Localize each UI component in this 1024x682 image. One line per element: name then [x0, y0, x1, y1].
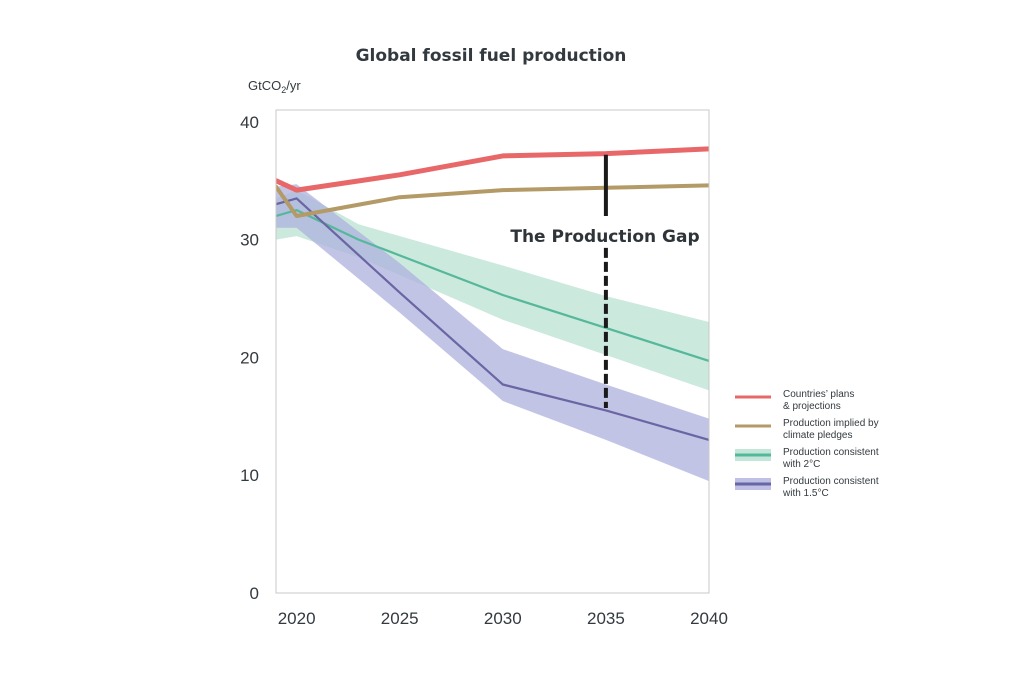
series-line-c15	[276, 197, 709, 441]
y-tick-label: 20	[240, 348, 259, 367]
x-tick-label: 2040	[690, 609, 728, 628]
y-axis-unit-suffix: /yr	[286, 78, 301, 93]
band-c15	[276, 184, 709, 482]
y-axis-unit-label: GtCO2/yr	[248, 78, 301, 95]
y-tick-label: 30	[240, 231, 259, 250]
series-line-plans	[276, 146, 709, 193]
legend-label: climate pledges	[783, 430, 852, 441]
series-line-pledges	[276, 183, 709, 218]
x-tick-label: 2025	[381, 609, 419, 628]
plot-series	[276, 146, 709, 482]
y-axis-unit-prefix: GtCO	[248, 78, 281, 93]
legend-label: Production implied by	[783, 418, 879, 429]
y-tick-label: 0	[250, 584, 259, 603]
legend-label: Production consistent	[783, 476, 879, 487]
legend-label: Production consistent	[783, 447, 879, 458]
legend: Countries’ plans& projections Production …	[735, 389, 879, 499]
y-tick-label: 10	[240, 466, 259, 485]
plot-frame	[275, 109, 710, 594]
plot-area	[276, 146, 709, 482]
production-gap-label: The Production Gap	[510, 227, 699, 247]
legend-label: & projections	[783, 401, 841, 412]
legend-item-pledges: Production implied by climate pledges	[735, 418, 879, 441]
y-axis-unit-subscript: 2	[281, 85, 286, 95]
x-tick-label: 2035	[587, 609, 625, 628]
y-tick-label: 40	[240, 113, 259, 132]
chart-title: Global fossil fuel production	[356, 46, 627, 66]
legend-item-plans: Countries’ plans& projections	[735, 389, 854, 412]
x-tick-label: 2020	[278, 609, 316, 628]
legend-label: with 1.5°C	[782, 488, 829, 499]
legend-label: Countries’ plans	[783, 389, 854, 400]
x-tick-label: 2030	[484, 609, 522, 628]
legend-label: with 2°C	[782, 459, 820, 470]
